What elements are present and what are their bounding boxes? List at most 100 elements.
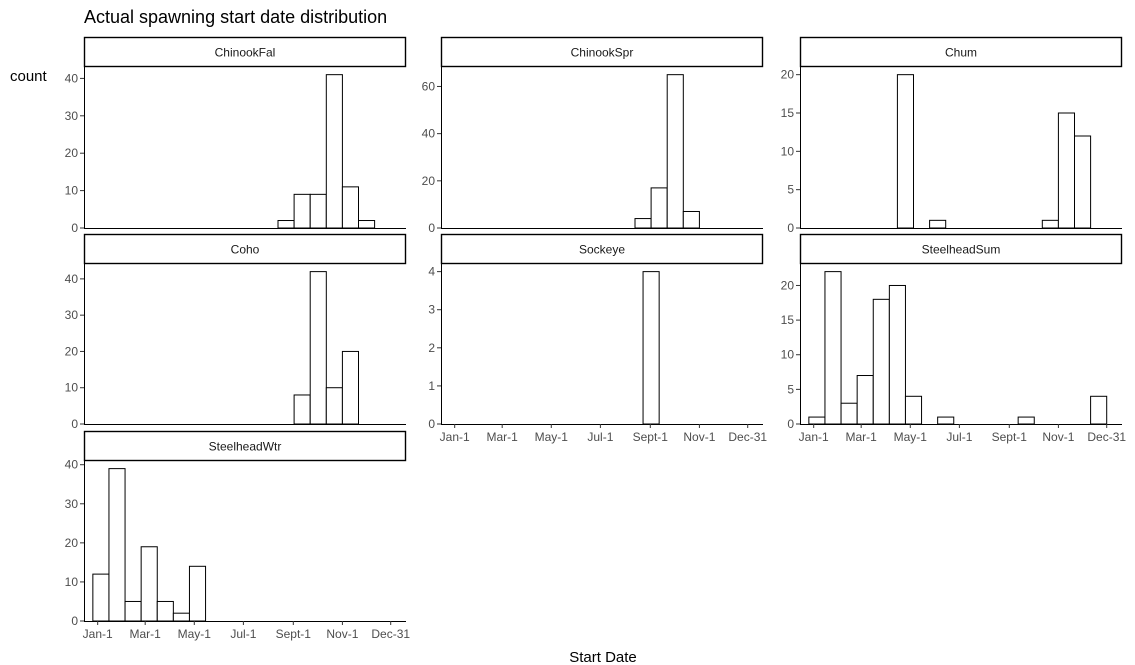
y-tick-label: 40: [65, 458, 79, 472]
y-tick-label: 30: [65, 308, 79, 322]
y-tick-label: 20: [65, 344, 79, 358]
histogram-bar: [937, 416, 955, 425]
y-tick-label: 0: [71, 221, 78, 235]
histogram-bar: [358, 220, 376, 229]
histogram-bar: [293, 193, 311, 229]
facet-panel-steelheadwtr: SteelheadWtr 0 10 20 30 40 Jan-1 Mar-1 May-1 Jul-…: [65, 430, 410, 641]
y-tick-label: 2: [428, 341, 435, 355]
y-tick-label: 40: [65, 272, 79, 286]
y-tick-label: 0: [787, 417, 794, 431]
y-tick-label: 0: [428, 221, 435, 235]
x-tick-label: Nov-1: [1042, 430, 1074, 444]
facet-strip-label: ChinookFal: [215, 46, 276, 60]
histogram-bar: [172, 612, 190, 622]
x-tick-label: Mar-1: [487, 430, 519, 444]
y-tick-label: 40: [65, 71, 79, 85]
histogram-bar: [309, 193, 327, 229]
y-axis-title: count: [10, 68, 48, 85]
histogram-bar: [929, 219, 947, 229]
x-tick-label: Sept-1: [633, 430, 669, 444]
facet-strip: [440, 233, 764, 265]
facet-strip-label: Chum: [945, 46, 977, 60]
y-tick-label: 30: [65, 497, 79, 511]
histogram-bar: [666, 74, 684, 229]
x-tick-label: Sept-1: [276, 627, 312, 641]
facet-strip-label: Coho: [231, 243, 260, 257]
histogram-bar: [293, 394, 311, 425]
y-tick-label: 15: [781, 106, 795, 120]
y-tick-label: 20: [422, 174, 436, 188]
x-tick-label: May-1: [535, 430, 569, 444]
facet-panel-steelheadsum: SteelheadSum 0 5 10 15 20 Jan-1 Mar-1 May-1 Jul-1…: [781, 233, 1126, 444]
histogram-bar: [650, 187, 668, 229]
facet-panel-chinookfal: ChinookFal 0 10 20 30 40: [65, 36, 407, 235]
histogram-bar: [840, 402, 858, 425]
histogram-bar: [896, 74, 915, 229]
histogram-bar: [682, 210, 700, 229]
x-tick-label: Mar-1: [130, 627, 162, 641]
x-tick-label: May-1: [178, 627, 212, 641]
y-tick-label: 20: [65, 146, 79, 160]
facet-strip: [83, 233, 407, 265]
histogram-bar: [1041, 219, 1059, 229]
x-tick-label: Jan-1: [440, 430, 470, 444]
facet-panel-sockeye: Sockeye 0 1 2 3 4 Jan-1 Mar-1 May-1 Jul-1 Sept-1 No…: [428, 233, 767, 444]
histogram-bar: [808, 416, 826, 425]
facet-panels: ChinookFal010203040ChinookSpr0204060Chum…: [65, 36, 1126, 641]
y-tick-label: 15: [781, 313, 795, 327]
histogram-bar: [92, 573, 110, 622]
y-tick-label: 0: [787, 221, 794, 235]
x-tick-label: Dec-31: [1087, 430, 1126, 444]
facet-strip: [799, 36, 1123, 68]
histogram-bar: [325, 74, 343, 229]
y-tick-label: 4: [428, 265, 435, 279]
histogram-bar: [824, 271, 842, 425]
facet-strip: [83, 430, 407, 462]
x-tick-label: Nov-1: [326, 627, 358, 641]
x-tick-label: Nov-1: [683, 430, 715, 444]
x-tick-label: Mar-1: [846, 430, 878, 444]
facet-panel-chum: Chum 0 5 10 15 20: [781, 36, 1123, 235]
x-tick-label: Jul-1: [230, 627, 256, 641]
histogram-bar: [1074, 135, 1092, 229]
histogram-bar: [108, 468, 126, 622]
x-tick-label: Sept-1: [992, 430, 1028, 444]
y-tick-label: 20: [65, 536, 79, 550]
y-tick-label: 5: [787, 183, 794, 197]
histogram-bar: [1090, 395, 1108, 425]
x-tick-label: May-1: [894, 430, 928, 444]
histogram-bar: [856, 375, 874, 425]
x-tick-label: Dec-31: [728, 430, 767, 444]
facet-strip-label: ChinookSpr: [571, 46, 634, 60]
facet-strip-label: Sockeye: [579, 243, 625, 257]
y-tick-label: 10: [781, 348, 795, 362]
histogram-bar: [888, 284, 906, 425]
y-tick-label: 10: [65, 575, 79, 589]
x-tick-label: Dec-31: [371, 627, 410, 641]
y-tick-label: 40: [422, 127, 436, 141]
histogram-bar: [341, 350, 360, 425]
y-tick-label: 1: [428, 379, 435, 393]
x-tick-label: Jan-1: [83, 627, 113, 641]
y-tick-label: 0: [71, 417, 78, 431]
histogram-bar: [341, 186, 360, 229]
histogram-bar: [188, 565, 207, 622]
y-tick-label: 5: [787, 382, 794, 396]
facet-panel-coho: Coho 0 10 20 30 40: [65, 233, 407, 431]
y-tick-label: 20: [781, 278, 795, 292]
x-tick-label: Jul-1: [946, 430, 972, 444]
y-tick-label: 3: [428, 303, 435, 317]
histogram-bar: [634, 218, 652, 229]
chart-title: Actual spawning start date distribution: [84, 7, 387, 27]
histogram-bar: [1017, 416, 1035, 425]
facet-strip-label: SteelheadSum: [922, 243, 1001, 257]
histogram-bar: [642, 271, 660, 425]
facet-strip: [440, 36, 764, 68]
facet-strip: [799, 233, 1123, 265]
histogram-bar: [904, 395, 923, 425]
y-tick-label: 10: [65, 381, 79, 395]
histogram-bar: [277, 220, 295, 229]
y-tick-label: 30: [65, 109, 79, 123]
